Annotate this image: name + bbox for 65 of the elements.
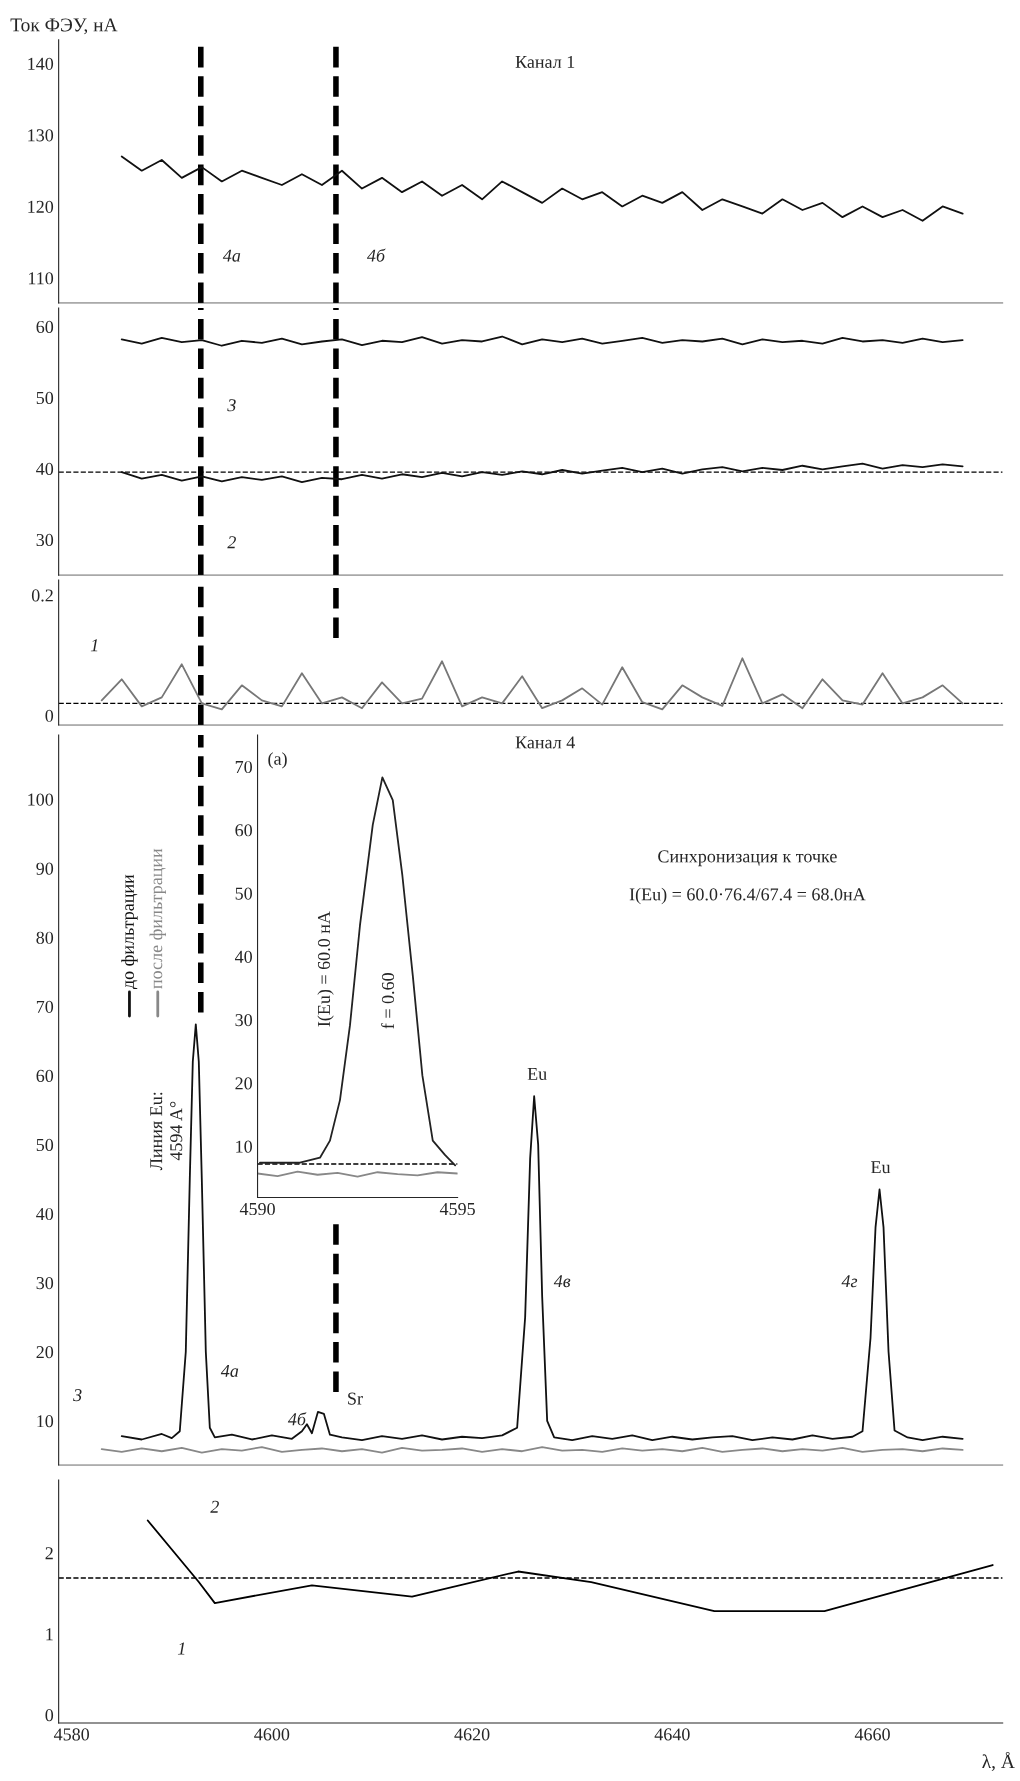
annotation: I(Eu) = 60.0·76.4/67.4 = 68.0нА: [629, 887, 866, 905]
annotation: 4в: [553, 1275, 571, 1288]
annotation: 1: [177, 1642, 185, 1655]
y-tick-label: 1: [46, 1628, 53, 1641]
annotation: f = 0.60: [381, 973, 395, 1029]
y-tick-label: 2: [45, 1547, 53, 1560]
annotation: 4594 A°: [170, 1101, 183, 1161]
annotation: Sr: [348, 1392, 363, 1405]
x-axis-title: λ, Å: [982, 1751, 1015, 1771]
annotation: Eu: [871, 1161, 891, 1174]
y-tick-label: 10: [37, 1415, 54, 1428]
annotation: 2: [227, 536, 236, 549]
y-tick-label: 70: [235, 760, 252, 774]
y-tick-label: 110: [28, 272, 54, 285]
x-tick-label: 4600: [254, 1728, 290, 1741]
y-tick-label: 10: [236, 1140, 252, 1153]
annotation: Канал 4: [515, 736, 575, 749]
x-tick-label: 4640: [654, 1728, 690, 1741]
y-tick-label: 30: [36, 533, 54, 547]
annotation: 1: [90, 639, 98, 652]
y-tick-label: 30: [36, 1276, 54, 1290]
x-tick-label: 4595: [439, 1202, 475, 1216]
annotation: Канал 1: [515, 55, 575, 68]
y-tick-label: 100: [28, 793, 54, 806]
y-tick-label: 60: [36, 1069, 54, 1082]
x-tick-label: 4620: [454, 1728, 490, 1741]
y-tick-label: 50: [36, 1138, 54, 1152]
annotation: 4б: [287, 1412, 307, 1426]
annotation: 3: [227, 399, 236, 412]
y-tick-label: 80: [36, 931, 54, 944]
y-tick-label: 20: [235, 1077, 252, 1090]
y-tick-label: 0: [45, 1709, 54, 1722]
x-tick-label: 4660: [854, 1728, 890, 1741]
y-tick-label: 60: [235, 824, 252, 837]
x-tick-label: 4590: [239, 1202, 275, 1216]
annotation: Eu: [527, 1068, 547, 1081]
y-tick-label: 20: [36, 1346, 54, 1359]
text: до фильтрации: [121, 874, 138, 990]
text: после фильтрации: [149, 848, 166, 989]
y-tick-label: 140: [28, 57, 54, 70]
annotation: I(Eu) = 60.0 нА: [317, 911, 334, 1027]
y-tick-label: 90: [36, 862, 54, 875]
annotation: 3: [73, 1389, 82, 1402]
y-tick-label: 40: [36, 1207, 54, 1221]
y-tick-label: 30: [235, 1014, 252, 1027]
y-tick-label: 50: [235, 887, 252, 900]
y-tick-label: 40: [36, 462, 54, 476]
annotation: Синхронизация к точке: [658, 850, 837, 867]
annotation: 4г: [841, 1275, 858, 1288]
y-axis-title: Ток ФЭУ, нА: [10, 18, 118, 35]
x-tick-label: 4580: [53, 1728, 90, 1741]
y-tick-label: 0.2: [31, 589, 53, 602]
y-tick-label: 40: [234, 950, 252, 963]
y-tick-label: 130: [28, 129, 54, 142]
annotation: 4б: [366, 248, 386, 262]
annotation: 4а: [220, 1364, 239, 1378]
y-tick-label: 50: [36, 391, 54, 405]
annotation: (a): [268, 752, 287, 769]
y-tick-label: 120: [28, 200, 54, 213]
annotation: 4а: [222, 249, 241, 262]
annotation: Линия Eu:: [150, 1092, 163, 1171]
annotation: 2: [210, 1500, 219, 1513]
y-tick-label: 0: [45, 709, 54, 722]
y-tick-label: 70: [36, 1000, 54, 1013]
y-tick-label: 60: [36, 320, 54, 334]
